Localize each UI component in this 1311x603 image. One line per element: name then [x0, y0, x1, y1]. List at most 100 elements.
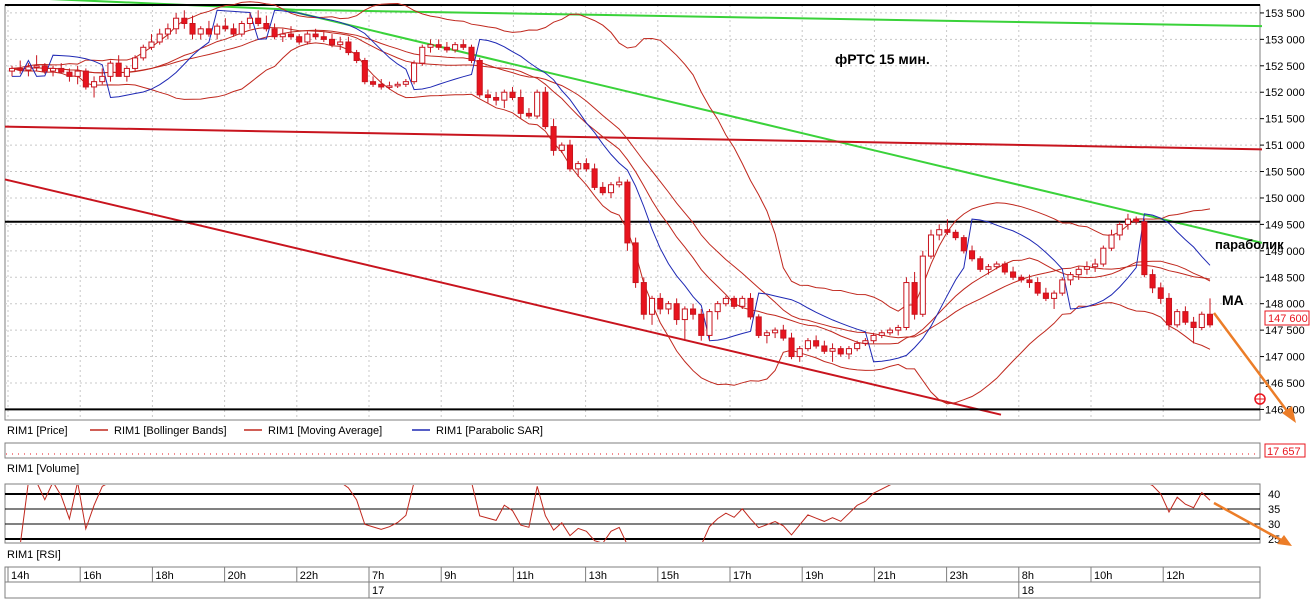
hour-label: 18h — [155, 570, 173, 582]
candle-body — [1116, 223, 1123, 236]
candle-body — [648, 297, 656, 315]
candle-body — [1108, 234, 1115, 249]
bollinger-upper — [11, 1, 1211, 312]
parabolic-annotation: параболик — [1215, 237, 1284, 252]
price-tick-label: 151 000 — [1265, 140, 1305, 152]
price-tick-label: 146 000 — [1265, 404, 1305, 416]
candle-body — [911, 282, 918, 315]
candle-body — [123, 67, 130, 77]
candle-body — [763, 332, 770, 336]
candle-body — [279, 33, 286, 38]
candle-body — [115, 62, 122, 77]
price-panel-frame — [4, 4, 1261, 421]
candle-body — [616, 181, 623, 186]
hour-label: 22h — [300, 570, 318, 582]
candle-body — [148, 41, 155, 48]
candle-body — [804, 340, 811, 350]
candle-body — [402, 81, 409, 85]
hour-label: 21h — [877, 570, 895, 582]
candle-body — [845, 348, 853, 355]
candle-body — [238, 23, 245, 35]
candle-body — [862, 340, 869, 344]
candle-body — [91, 81, 98, 88]
hour-label: 9h — [444, 570, 456, 582]
price-tick-label: 148 000 — [1265, 299, 1305, 311]
candle-body — [558, 144, 565, 151]
candle-body — [878, 332, 885, 336]
candle-body — [181, 17, 188, 25]
red-level-line — [4, 125, 1263, 151]
candle-body — [312, 33, 319, 38]
hour-label: 19h — [805, 570, 823, 582]
candle-body — [501, 91, 508, 101]
candle-body — [575, 163, 582, 170]
legend-moving-average: RIM1 [Moving Average] — [268, 425, 382, 437]
red-channel-line — [4, 178, 1002, 416]
volume-panel-frame — [4, 442, 1261, 459]
price-tick-label: 149 000 — [1265, 246, 1305, 258]
candle-body — [698, 313, 705, 336]
candle-body — [99, 75, 106, 83]
candle-body — [320, 36, 327, 40]
candle-body — [870, 334, 877, 342]
candle-body — [17, 67, 24, 71]
hour-label: 10h — [1094, 570, 1112, 582]
candle-body — [566, 144, 574, 170]
volume-panel-label: RIM1 [Volume] — [7, 463, 79, 475]
candle-body — [41, 65, 48, 72]
candle-body — [657, 297, 664, 310]
candle-body — [1083, 266, 1090, 270]
candle-body — [1034, 282, 1041, 294]
candle-body — [640, 282, 647, 315]
price-tick-label: 153 000 — [1265, 34, 1305, 46]
legend-price: RIM1 [Price] — [7, 425, 68, 437]
candle-body — [1100, 247, 1107, 265]
candle-body — [927, 234, 935, 257]
day-label: 18 — [1022, 585, 1034, 597]
candle-body — [903, 282, 910, 328]
candle-body — [74, 70, 81, 77]
candle-body — [944, 229, 951, 233]
candle-body — [821, 345, 828, 352]
hour-label: 11h — [516, 570, 534, 582]
candle-body — [1018, 276, 1025, 281]
candle-body — [189, 23, 196, 35]
last-price-marker: 147 600 — [1264, 310, 1310, 326]
candle-body — [985, 266, 992, 270]
candle-body — [58, 67, 65, 73]
candle-body — [476, 60, 483, 96]
candle-body — [1190, 321, 1197, 328]
candle-body — [411, 62, 418, 83]
candle-body — [173, 17, 180, 30]
bollinger-middle — [11, 29, 1211, 339]
candle-body — [1206, 313, 1214, 326]
candle-body — [255, 17, 262, 25]
candle-body — [1165, 297, 1173, 326]
candle-body — [1149, 274, 1156, 289]
rsi-level-label: 35 — [1268, 504, 1280, 516]
candle-body — [443, 46, 450, 51]
candle-body — [1198, 313, 1205, 328]
rsi-level-label: 30 — [1268, 519, 1280, 531]
candle-body — [386, 85, 393, 88]
candle-body — [205, 28, 212, 35]
last-price-label: 147 600 — [1268, 313, 1308, 325]
trend-lines — [4, 0, 1263, 416]
candle-body — [550, 126, 557, 151]
forecast-arrow-rsi — [1213, 501, 1292, 546]
candle-body — [534, 91, 541, 117]
ma-annotation: МА — [1222, 292, 1244, 308]
candle-body — [837, 348, 844, 355]
candle-body — [33, 65, 40, 68]
forecast-arrow-price — [1212, 312, 1296, 423]
candle-body — [1026, 279, 1033, 284]
candle-body — [936, 229, 943, 236]
candle-body — [246, 17, 254, 25]
candle-body — [919, 255, 926, 315]
candle-body — [952, 231, 959, 239]
rsi-panel-label: RIM1 [RSI] — [7, 549, 61, 561]
candle-body — [378, 83, 385, 88]
price-tick-label: 150 500 — [1265, 167, 1305, 179]
candle-body — [509, 91, 516, 99]
